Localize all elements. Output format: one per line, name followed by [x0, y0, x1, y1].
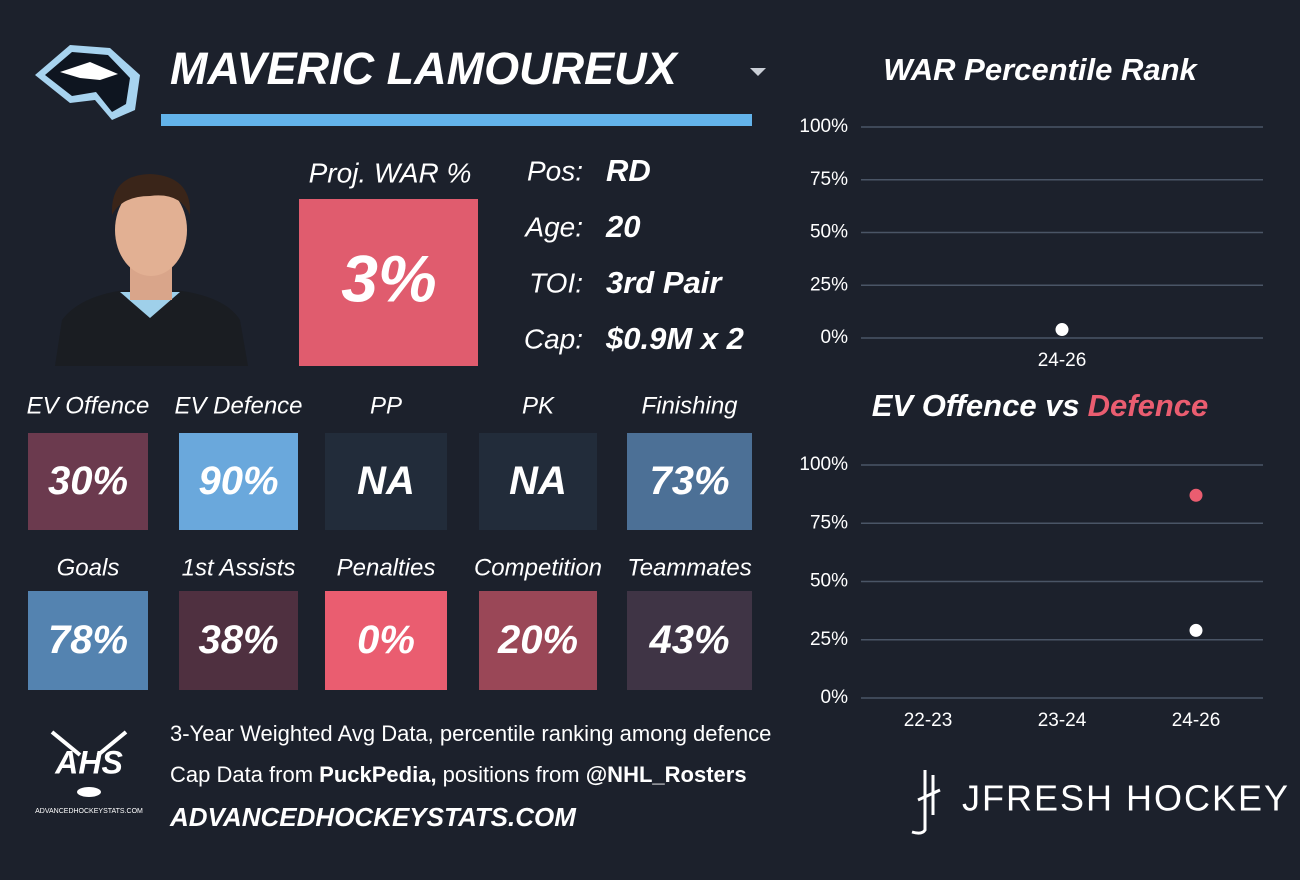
tile-value: 73% [649, 459, 729, 503]
name-underline [161, 114, 752, 126]
projection-box [299, 199, 478, 366]
player-name: MAVERIC LAMOUREUX [170, 43, 680, 94]
tile-box [627, 591, 752, 690]
brand-name: JFRESH HOCKEY [962, 778, 1290, 819]
projection-label: Proj. WAR % [309, 157, 472, 188]
chart-title-highlight: Defence [1088, 388, 1209, 423]
footer-source-part: Cap Data from [170, 762, 319, 787]
tile-box [179, 433, 298, 530]
info-value: RD [606, 153, 651, 188]
tile-box [179, 591, 298, 690]
footer-site: ADVANCEDHOCKEYSTATS.COM [169, 802, 577, 832]
tile-label: 1st Assists [182, 554, 296, 581]
tile-label: Teammates [627, 554, 752, 581]
tile-box [325, 433, 447, 530]
info-label: Age: [523, 211, 583, 242]
tile-label: Finishing [641, 392, 738, 419]
tile-value: 38% [198, 618, 278, 662]
info-label: TOI: [529, 267, 583, 298]
x-tick-label: 23-24 [1038, 710, 1087, 731]
chart-title: EV Offence vs Defence [872, 388, 1209, 423]
data-point [1055, 323, 1069, 337]
info-label: Pos: [527, 155, 583, 186]
tile-value: 0% [357, 618, 415, 662]
data-point [1189, 623, 1203, 637]
info-label: Cap: [524, 323, 583, 354]
projection-value: 3% [341, 241, 436, 315]
y-tick-label: 0% [821, 687, 849, 708]
player-photo [55, 174, 248, 366]
y-tick-label: 25% [810, 274, 848, 295]
tile-label: EV Offence [27, 392, 150, 419]
ahs-logo-text: AHS [54, 744, 123, 780]
dropdown-arrow[interactable] [750, 68, 766, 76]
chart-title-part: EV Offence vs [872, 388, 1080, 423]
ahs-logo-subtext: ADVANCEDHOCKEYSTATS.COM [35, 808, 143, 815]
tile-box [479, 433, 597, 530]
footer-note: 3-Year Weighted Avg Data, percentile ran… [170, 721, 771, 746]
footer-source-part: PuckPedia, [319, 762, 436, 787]
tile-box [627, 433, 752, 530]
tile-box [325, 591, 447, 690]
info-value: 3rd Pair [606, 265, 723, 300]
footer-source-part: @NHL_Rosters [586, 762, 747, 787]
tile-value: 43% [648, 618, 729, 662]
footer-source-part: positions from [437, 762, 586, 787]
tile-box [28, 591, 148, 690]
tile-value: 90% [198, 459, 278, 503]
ahs-logo [50, 730, 128, 757]
tile-label: PP [370, 392, 402, 419]
y-tick-label: 75% [810, 512, 848, 533]
info-value: 20 [605, 209, 640, 244]
tile-label: Competition [474, 554, 602, 581]
tile-box [28, 433, 148, 530]
x-tick-label: 22-23 [904, 710, 953, 731]
y-tick-label: 50% [810, 222, 848, 243]
y-tick-label: 50% [810, 571, 848, 592]
tile-value: NA [509, 459, 567, 503]
tile-label: Penalties [337, 554, 436, 581]
tile-value: NA [357, 459, 415, 503]
chart-title: WAR Percentile Rank [883, 52, 1198, 87]
tile-value: 20% [497, 618, 578, 662]
x-tick-label: 24-26 [1038, 350, 1087, 371]
tile-label: EV Defence [174, 392, 302, 419]
y-tick-label: 100% [799, 116, 848, 137]
data-point [1189, 488, 1203, 502]
y-tick-label: 75% [810, 169, 848, 190]
team-logo [35, 45, 140, 120]
tile-label: PK [522, 392, 555, 419]
tile-label: Goals [57, 554, 120, 581]
y-tick-label: 25% [810, 629, 848, 650]
tile-value: 78% [48, 618, 128, 662]
x-tick-label: 24-26 [1172, 710, 1221, 731]
y-tick-label: 0% [821, 327, 849, 348]
brand-glyph [911, 770, 941, 835]
info-value: $0.9M x 2 [605, 321, 744, 356]
ahs-puck [77, 787, 101, 797]
tile-box [479, 591, 597, 690]
y-tick-label: 100% [799, 454, 848, 475]
footer-sources: Cap Data from PuckPedia, positions from … [170, 762, 747, 787]
tile-value: 30% [48, 459, 128, 503]
